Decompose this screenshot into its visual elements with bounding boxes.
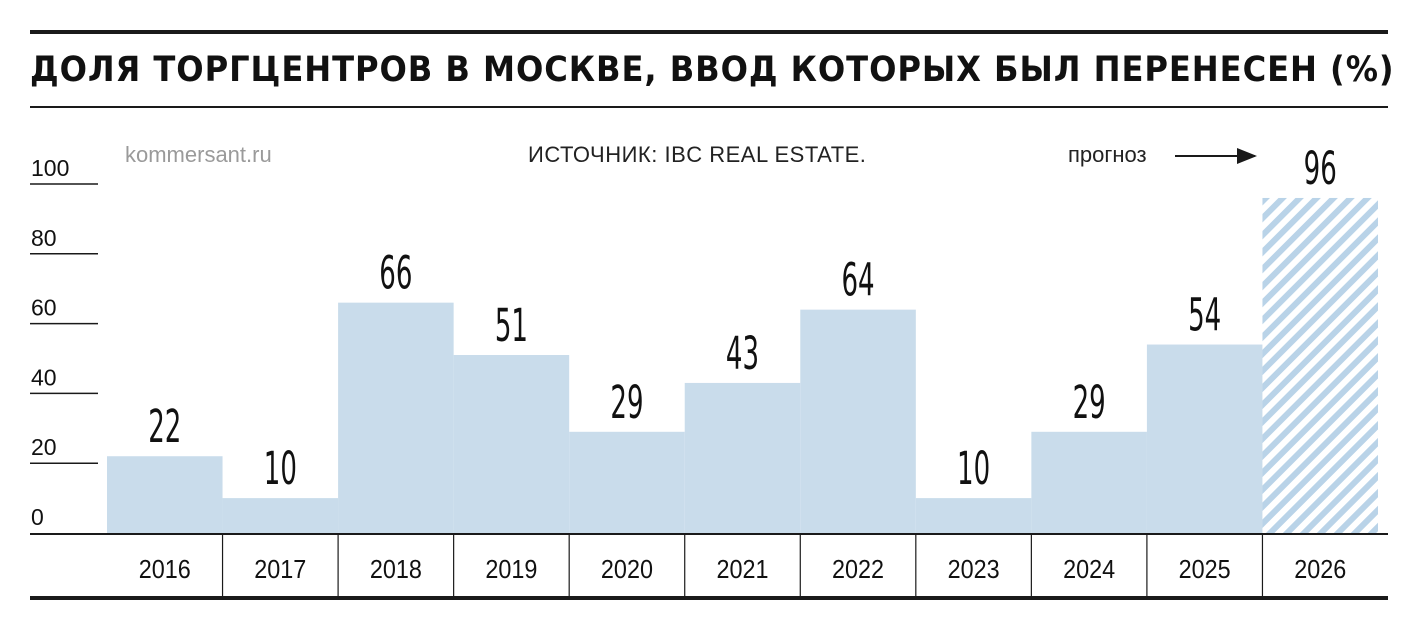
value-label: 29 [1073,376,1106,429]
bar [338,302,454,533]
x-tick-label: 2024 [1063,556,1115,584]
bar [107,456,223,533]
value-label: 10 [957,442,990,495]
x-tick-label: 2018 [370,556,422,584]
watermark: kommersant.ru [125,142,272,167]
bar [800,309,916,533]
x-axis: 2016 2017 2018 2019 2020 2021 2022 2023 2024 2025… [30,533,1388,596]
x-tick-label: 2019 [485,556,537,584]
chart-title: ДОЛЯ ТОРГЦЕНТРОВ В МОСКВЕ, ВВОД КОТОРЫХ … [30,50,1395,90]
bar [222,498,339,533]
bar [569,431,685,533]
bar-forecast [1262,197,1378,533]
y-tick-label: 80 [31,225,57,251]
value-label: 10 [264,442,297,495]
value-label: 22 [148,401,181,454]
bars [107,197,1378,533]
y-tick-label: 0 [31,504,44,530]
value-label: 64 [841,254,874,307]
value-label: 66 [379,247,412,300]
source-note: ИСТОЧНИК: IBC REAL ESTATE. [528,142,867,167]
x-tick-label: 2016 [139,556,191,584]
bar [453,355,570,533]
bar [915,498,1032,533]
value-label: 51 [495,299,528,352]
y-axis: 0 20 40 60 80 100 [30,155,98,530]
y-tick-label: 20 [31,434,57,460]
x-tick-label: 2025 [1179,556,1231,584]
bar [684,382,801,533]
x-tick-label: 2022 [832,556,884,584]
title-underline [30,106,1388,108]
x-tick-label: 2017 [254,556,306,584]
value-label: 54 [1188,289,1221,342]
top-rule [30,30,1388,34]
bar [1146,344,1263,533]
x-tick-label: 2023 [948,556,1000,584]
value-label: 29 [610,376,643,429]
x-tick-label: 2020 [601,556,653,584]
y-tick-label: 100 [31,155,69,181]
x-tick-label: 2026 [1294,556,1346,584]
y-tick-label: 40 [31,364,57,390]
value-label: 96 [1304,142,1337,195]
bottom-rule [30,596,1388,600]
x-tick-label: 2021 [716,556,768,584]
y-tick-label: 60 [31,295,57,321]
value-labels: 22 10 66 51 29 43 64 10 29 54 96 [148,142,1337,495]
bar [1031,431,1147,533]
value-label: 43 [726,327,759,380]
forecast-label: прогноз [1068,142,1147,167]
